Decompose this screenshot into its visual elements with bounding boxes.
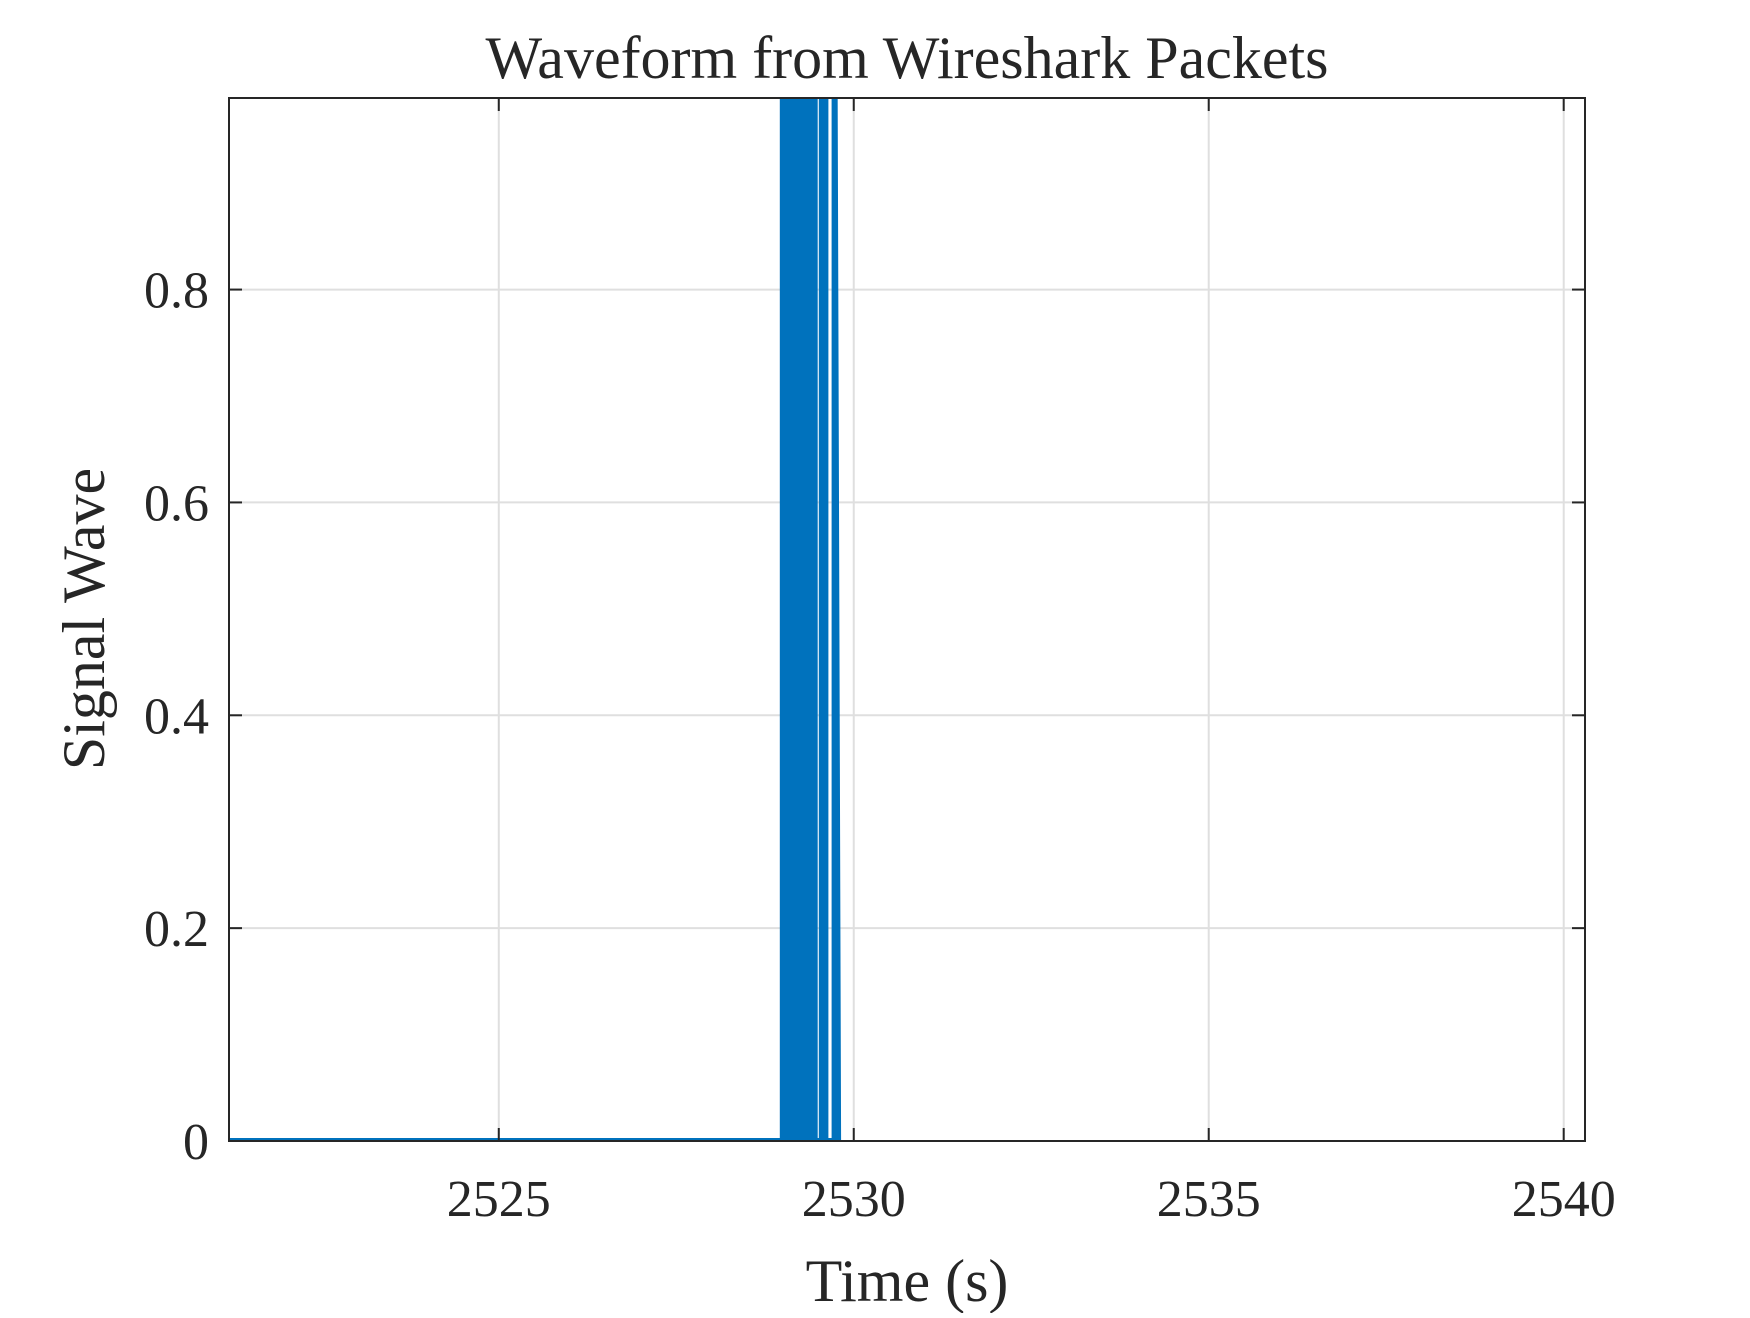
x-tick-label: 2525 [447, 1171, 551, 1228]
y-axis-label: Signal Wave [51, 468, 117, 770]
x-tick-label: 2535 [1157, 1171, 1261, 1228]
x-tick-label: 2540 [1512, 1171, 1616, 1228]
series-line [229, 98, 842, 1141]
y-tick-label: 0.2 [144, 901, 209, 958]
y-tick-label: 0.8 [144, 263, 209, 320]
y-tick-label: 0.4 [144, 688, 209, 745]
y-tick-label: 0 [183, 1114, 209, 1171]
grid-lines [229, 98, 1585, 1142]
plot-box [228, 97, 1586, 1142]
plot-area [229, 98, 1585, 1141]
y-tick-label: 0.6 [144, 475, 209, 532]
x-axis-label: Time (s) [806, 1248, 1009, 1313]
x-tick-label: 2530 [802, 1171, 906, 1228]
series-layer [229, 98, 842, 1141]
axis-ticks: 2525 2530 2535 2540 0 0.2 0.4 0.6 0.8 [144, 98, 1616, 1228]
chart-title: Waveform from Wireshark Packets [485, 25, 1328, 91]
